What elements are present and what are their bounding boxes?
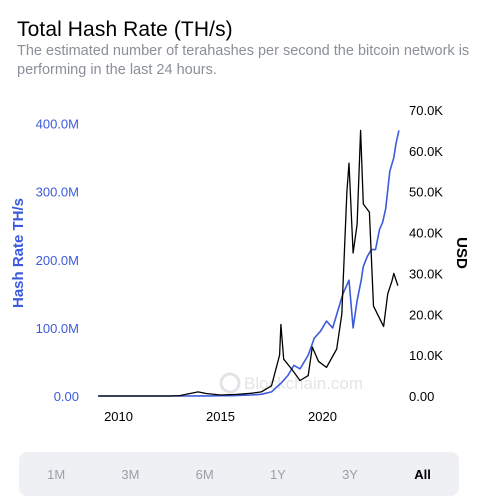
y-right-tick-label: 20.0K (409, 307, 443, 322)
y-right-tick-label: 40.0K (409, 226, 443, 241)
y-right-tick-label: 50.0K (409, 185, 443, 200)
watermark-logo-icon (219, 372, 241, 394)
x-ticks: 2010 2015 2020 (104, 409, 337, 424)
y-left-tick-label: 400.0M (36, 117, 79, 132)
y-left-tick-label: 100.0M (36, 321, 79, 336)
range-button-all[interactable]: All (414, 466, 431, 482)
y-left-tick-label: 200.0M (36, 253, 79, 268)
x-tick-label: 2010 (104, 409, 133, 424)
range-button-3y[interactable]: 3Y (342, 466, 358, 482)
y-right-ticks: 0.00 10.0K 20.0K 30.0K 40.0K 50.0K 60.0K 70.0K (409, 103, 443, 404)
watermark-text: Blockchain.com (244, 374, 363, 393)
y-right-tick-label: 0.00 (409, 389, 434, 404)
y-right-tick-label: 30.0K (409, 266, 443, 281)
range-button-6m[interactable]: 6M (195, 466, 214, 482)
range-selector: 1M 3M 6M 1Y 3Y All (19, 452, 459, 496)
range-button-1m[interactable]: 1M (47, 466, 66, 482)
series-lines (98, 129, 400, 397)
y-left-axis-title: Hash Rate TH/s (10, 198, 27, 308)
range-button-3m[interactable]: 3M (121, 466, 140, 482)
axis-titles: Hash Rate TH/s USD (10, 198, 470, 308)
price-series-line (98, 129, 399, 397)
y-left-tick-label: 0.00 (54, 389, 79, 404)
y-right-axis-title: USD (453, 237, 470, 269)
hash-rate-chart: Blockchain.com 0.00 100.0M 200.0M 300.0M 400… (10, 103, 470, 424)
x-tick-label: 2020 (308, 409, 337, 424)
y-right-tick-label: 10.0K (409, 348, 443, 363)
page-subtitle: The estimated number of terahashes per s… (17, 43, 470, 78)
y-left-ticks: 0.00 100.0M 200.0M 300.0M 400.0M (36, 117, 79, 404)
x-tick-label: 2015 (206, 409, 235, 424)
watermark: Blockchain.com (219, 372, 363, 394)
page-title: Total Hash Rate (TH/s) (17, 18, 233, 41)
y-left-tick-label: 300.0M (36, 185, 79, 200)
y-right-tick-label: 70.0K (409, 103, 443, 118)
range-button-1y[interactable]: 1Y (269, 466, 286, 482)
y-right-tick-label: 60.0K (409, 144, 443, 159)
hash-rate-series-line (98, 130, 400, 397)
